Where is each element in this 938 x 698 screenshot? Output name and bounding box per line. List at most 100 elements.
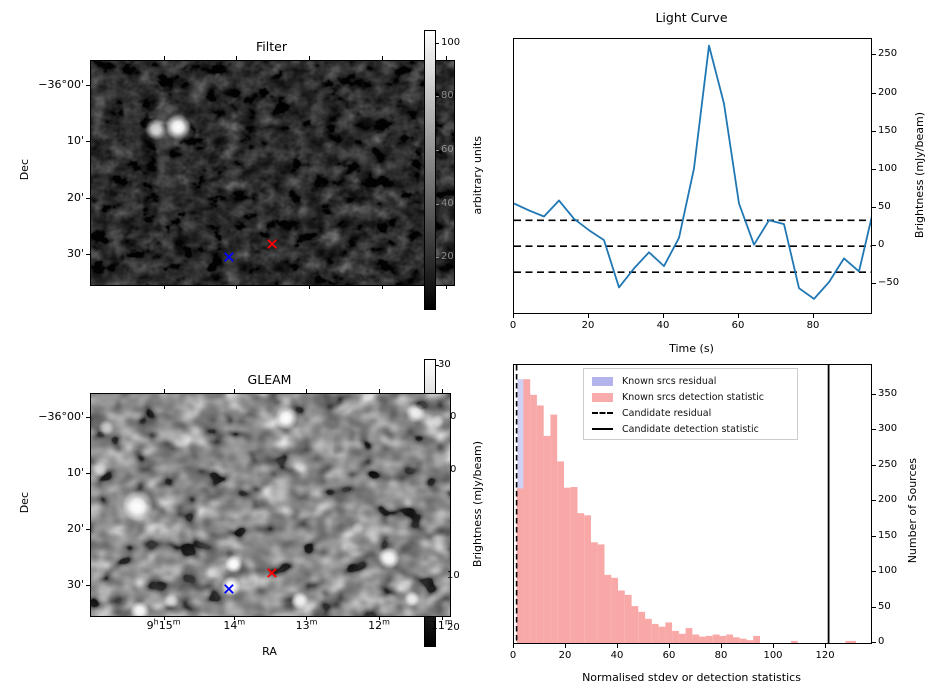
ra-tick-label: 11m xyxy=(430,617,453,632)
detection-hist-bar xyxy=(678,633,686,643)
detection-hist-bar xyxy=(732,637,740,643)
axis-tick-mark xyxy=(436,42,439,44)
dec-tick-label: 30' xyxy=(66,246,84,260)
bright-source-blob xyxy=(143,104,192,153)
legend-swatch-dashed-line xyxy=(592,412,613,414)
axis-tick-mark xyxy=(669,644,670,648)
detection-hist-bar-outlier xyxy=(845,640,856,643)
detection-hist-bar xyxy=(692,634,700,643)
detection-hist-bar xyxy=(665,622,673,643)
colorbar-tick-label: 20 xyxy=(447,621,460,633)
colorbar-tick-label: 0 xyxy=(450,411,457,423)
axis-tick-mark xyxy=(436,96,439,98)
detection-hist-bar xyxy=(516,488,524,643)
bright-source-blob xyxy=(122,489,154,522)
legend-row: Candidate detection statistic xyxy=(592,421,789,437)
gleam-ylabel: Dec xyxy=(18,492,31,514)
axis-tick-mark xyxy=(86,472,90,474)
colorbar-tick-label: 100 xyxy=(441,36,461,48)
ra-tick-label: 12m xyxy=(368,617,390,632)
detection-hist-bar xyxy=(523,379,531,643)
x-tick-label: 80 xyxy=(806,320,820,331)
axis-tick-mark xyxy=(164,56,166,60)
y-tick-label: 0 xyxy=(878,636,885,647)
axis-tick-mark xyxy=(872,207,876,209)
detection-hist-bar xyxy=(746,640,754,643)
red-x-marker xyxy=(267,239,277,249)
colorbar-tick-label: 60 xyxy=(441,144,454,156)
blue-x-marker xyxy=(224,584,234,594)
axis-tick-mark xyxy=(234,389,236,393)
x-tick-label: 120 xyxy=(815,650,835,661)
axis-tick-mark xyxy=(663,314,664,318)
axis-tick-mark xyxy=(441,616,443,620)
axis-tick-mark xyxy=(164,285,166,289)
filter-title: Filter xyxy=(256,39,287,54)
gleam-xlabel: RA xyxy=(262,645,277,658)
detection-hist-bar xyxy=(638,611,646,643)
dec-tick-label: 10' xyxy=(66,465,84,479)
x-tick-label: 40 xyxy=(610,650,624,661)
x-tick-label: 0 xyxy=(509,650,517,661)
colorbar-tick-label: 40 xyxy=(441,197,454,209)
colorbar-tick-label: 20 xyxy=(441,251,454,263)
filter-colorbar xyxy=(424,30,436,310)
legend-swatch-solid-line xyxy=(592,428,613,430)
bright-source-blob xyxy=(378,547,400,570)
detection-hist-bar xyxy=(536,405,544,643)
axis-tick-mark xyxy=(306,389,308,393)
detection-hist-bar xyxy=(530,394,537,643)
axis-tick-mark xyxy=(872,464,876,466)
detection-hist-bar xyxy=(550,414,558,643)
legend-swatch-lavender-patch xyxy=(592,376,613,386)
gleam-sky-image xyxy=(90,393,451,617)
colorbar-tick-label: 10 xyxy=(447,569,460,581)
axis-tick-mark xyxy=(436,365,439,366)
bright-source-blob xyxy=(405,403,426,424)
detection-hist-bar xyxy=(645,618,652,643)
axis-tick-mark xyxy=(872,130,876,132)
y-tick-label: 100 xyxy=(878,162,898,174)
axis-tick-mark xyxy=(872,283,876,285)
axis-tick-mark xyxy=(617,644,618,648)
detection-hist-bar xyxy=(624,594,632,643)
bright-source-blob xyxy=(403,590,420,607)
detection-hist-bar xyxy=(611,577,618,643)
legend-row: Known srcs residual xyxy=(592,373,789,389)
x-tick-label: 20 xyxy=(558,650,572,661)
axis-tick-mark xyxy=(872,245,876,247)
gleam-colorbar-label: Brightness (mJy/beam) xyxy=(471,441,484,568)
lightcurve-line xyxy=(514,44,871,300)
axis-tick-mark xyxy=(163,389,165,393)
axis-tick-mark xyxy=(86,529,90,531)
y-tick-label: 200 xyxy=(878,494,898,506)
dec-tick-label: −36°00' xyxy=(38,78,84,92)
filter-sky-image xyxy=(90,60,455,286)
bright-source-blob xyxy=(224,555,243,574)
lightcurve-xlabel: Time (s) xyxy=(669,342,714,355)
axis-tick-mark xyxy=(308,56,310,60)
detection-hist-bar xyxy=(604,574,612,643)
dec-tick-label: 30' xyxy=(66,578,84,592)
y-tick-label: 100 xyxy=(878,565,898,577)
detection-hist-bar xyxy=(584,515,591,643)
axis-tick-mark xyxy=(513,314,514,318)
axis-tick-mark xyxy=(721,644,722,648)
dec-tick-label: 20' xyxy=(66,522,84,536)
lightcurve-title: Light Curve xyxy=(655,10,728,25)
axis-tick-mark xyxy=(378,389,380,393)
gleam-title: GLEAM xyxy=(247,372,292,387)
histogram-legend: Known srcs residual Known srcs detection… xyxy=(583,368,798,440)
detection-hist-bar xyxy=(631,606,639,643)
detection-hist-bar xyxy=(753,635,760,643)
detection-hist-bar xyxy=(699,636,706,643)
axis-tick-mark xyxy=(825,644,827,648)
y-tick-label: 150 xyxy=(878,529,898,541)
y-tick-label: 250 xyxy=(878,48,898,60)
detection-hist-bar xyxy=(597,544,605,643)
legend-label: Candidate detection statistic xyxy=(622,423,759,435)
detection-hist-bar xyxy=(658,626,666,643)
axis-tick-mark xyxy=(235,285,237,289)
detection-hist-bar xyxy=(672,630,679,643)
